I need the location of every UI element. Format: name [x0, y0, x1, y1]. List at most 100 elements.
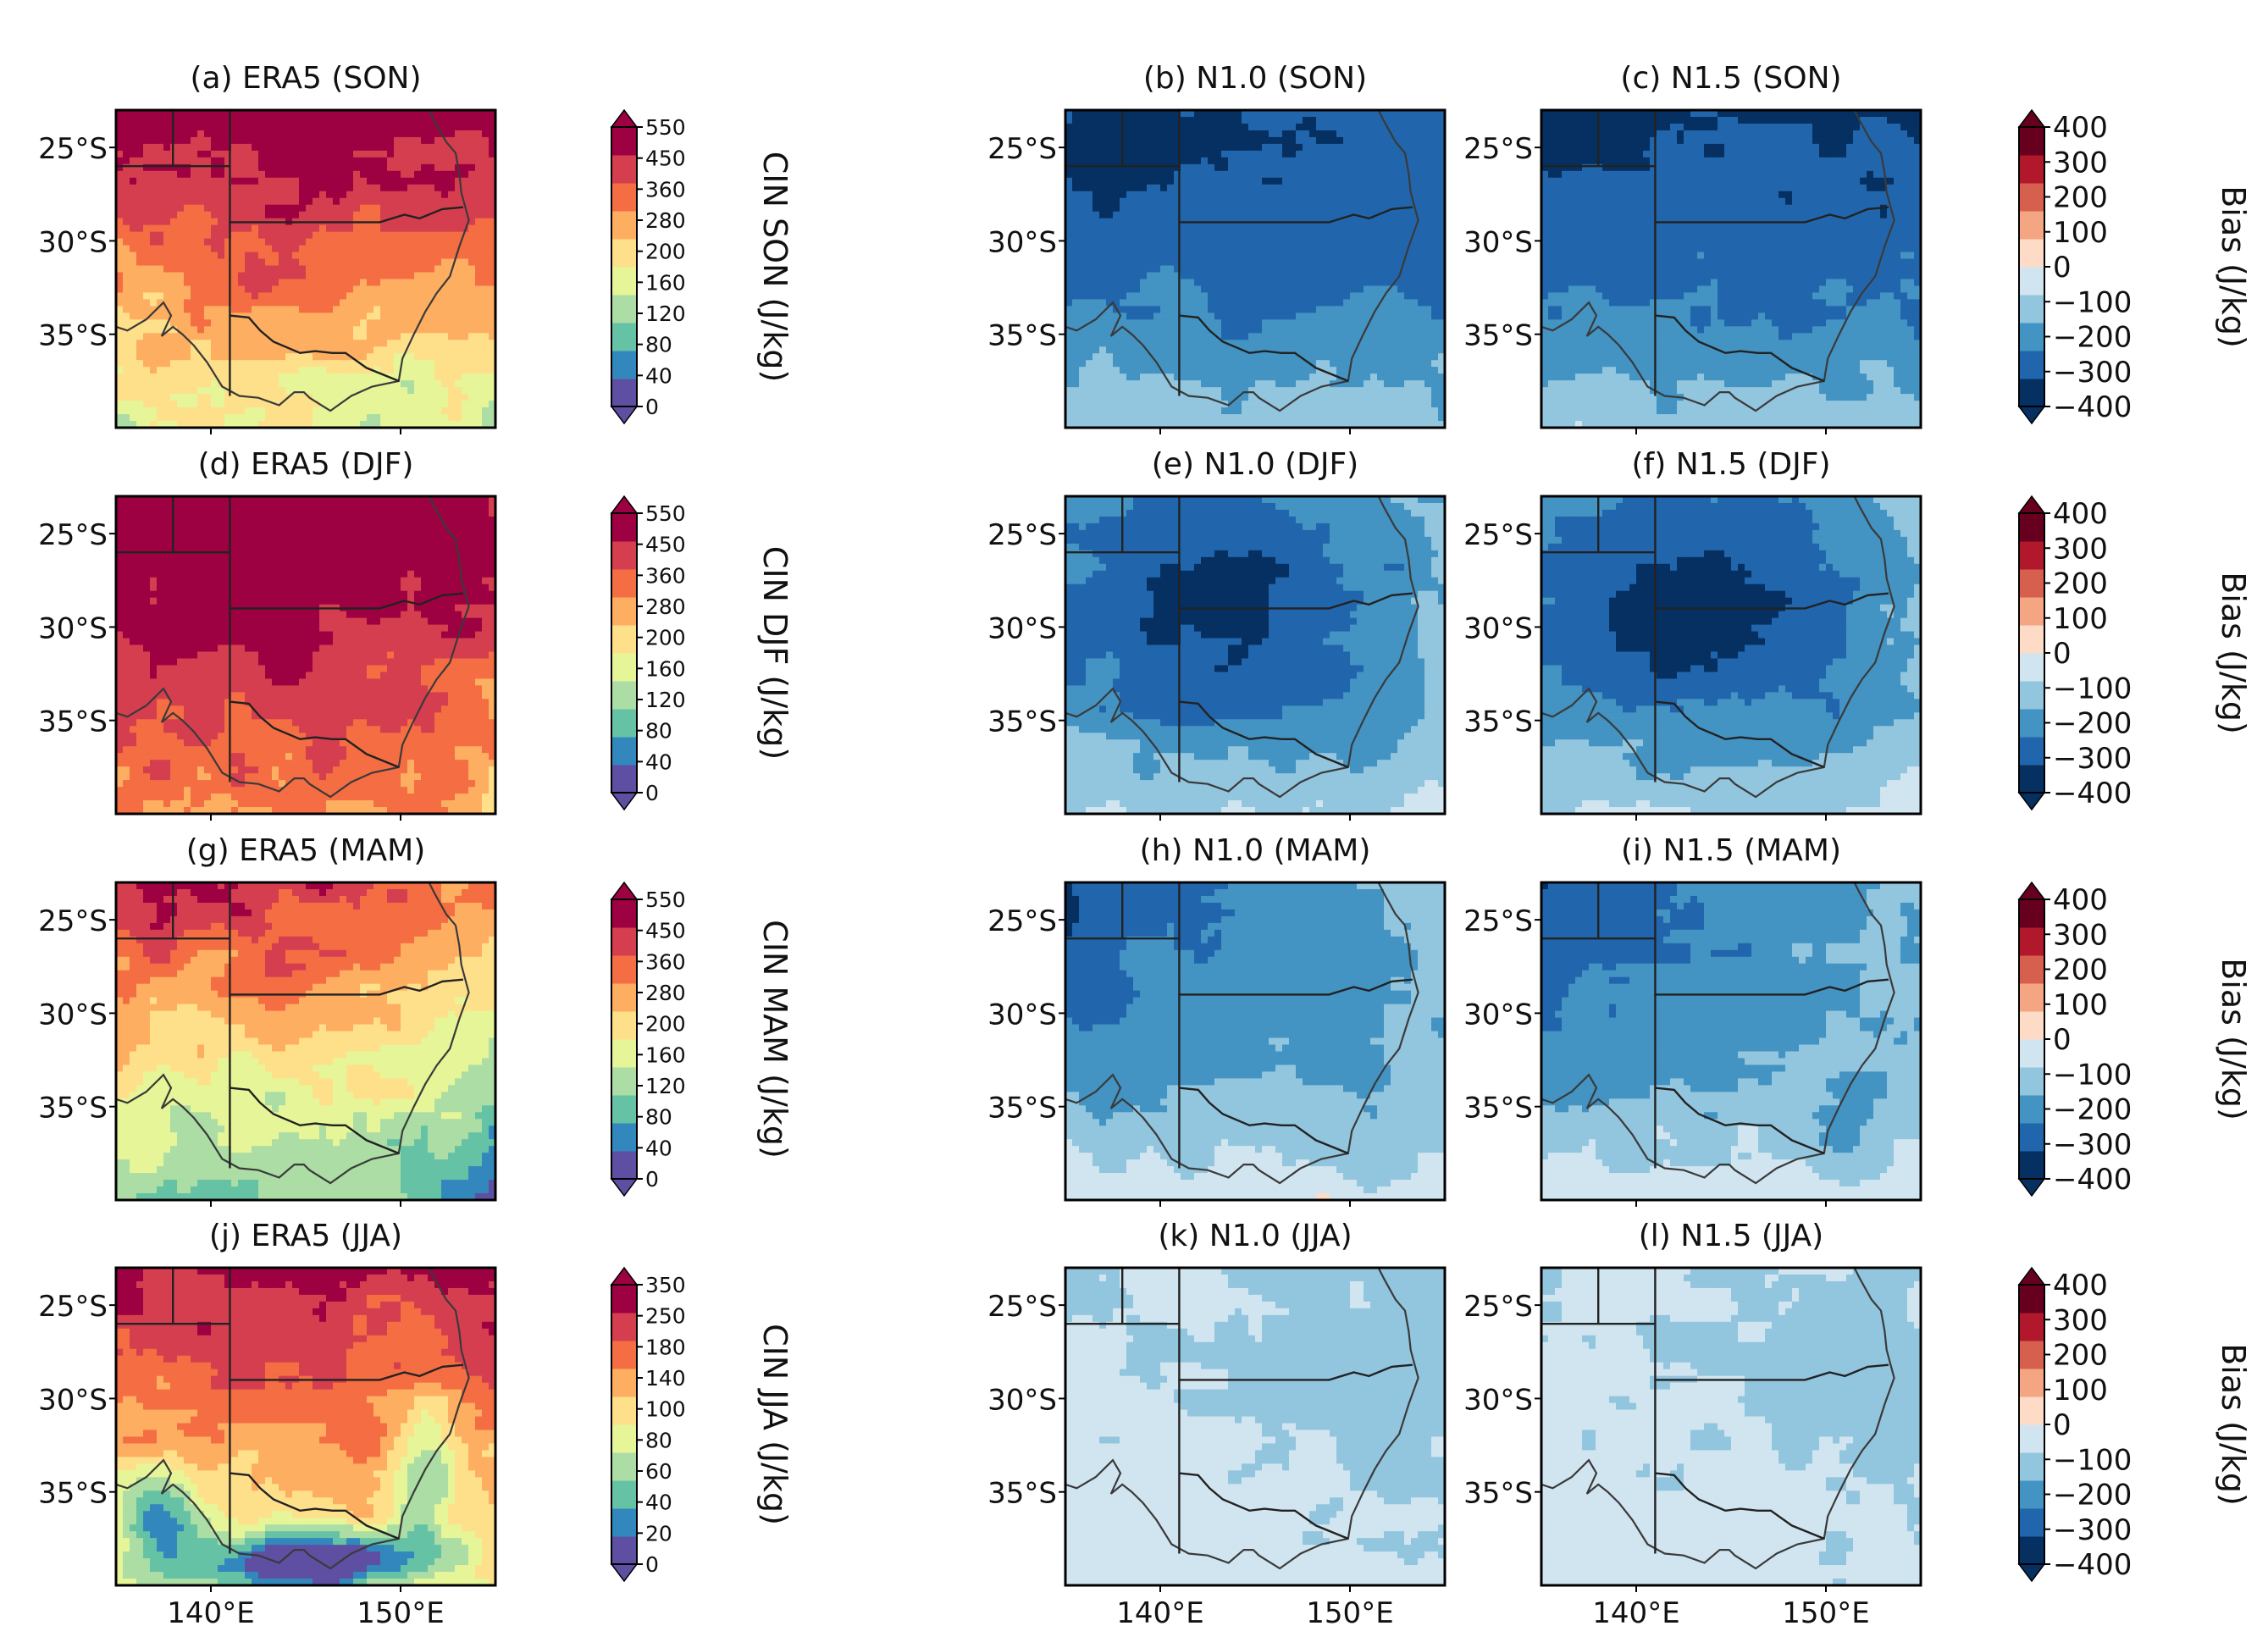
heat-cell: [1316, 346, 1324, 354]
heat-cell: [272, 245, 279, 253]
heat-cell: [448, 258, 456, 267]
heat-cell: [1262, 387, 1270, 395]
heat-cell: [1099, 136, 1107, 145]
heat-cell: [380, 401, 388, 408]
heat-cell: [1120, 340, 1127, 347]
heat-cell: [1424, 116, 1432, 124]
heat-cell: [1330, 360, 1337, 368]
heat-cell: [1201, 110, 1209, 118]
heat-cell: [1309, 340, 1317, 347]
heat-cell: [116, 319, 124, 327]
heat-cell: [1364, 197, 1371, 206]
heat-cell: [313, 279, 320, 287]
heat-cell: [258, 245, 266, 253]
heat-cell: [1181, 360, 1188, 368]
heat-cell: [353, 394, 361, 401]
heat-cell: [245, 306, 252, 313]
heat-cell: [299, 353, 307, 361]
heat-cell: [462, 306, 469, 313]
heat-cell: [292, 231, 300, 240]
heat-cell: [387, 177, 395, 185]
heat-cell: [1323, 279, 1330, 287]
heat-cell: [1391, 326, 1398, 334]
heat-cell: [1248, 387, 1256, 395]
heat-cell: [1431, 238, 1439, 246]
heat-cell: [1099, 163, 1107, 172]
heat-cell: [1072, 150, 1080, 158]
heat-cell: [1160, 177, 1168, 185]
heat-cell: [1228, 258, 1236, 267]
heat-cell: [434, 367, 442, 374]
heat-cell: [197, 258, 205, 267]
heat-cell: [1377, 360, 1385, 368]
heat-cell: [1404, 231, 1412, 240]
heat-cell: [1289, 258, 1297, 267]
heat-cell: [1153, 279, 1161, 287]
heat-cell: [346, 157, 354, 165]
heat-cell: [1336, 130, 1344, 138]
heat-cell: [1153, 340, 1161, 347]
heat-cell: [1336, 177, 1344, 185]
heat-cell: [136, 380, 144, 388]
heat-cell: [204, 306, 212, 313]
heat-cell: [143, 285, 151, 294]
heat-cell: [1364, 157, 1371, 165]
heat-cell: [455, 123, 462, 131]
heat-cell: [1079, 170, 1087, 179]
heat-cell: [333, 421, 340, 428]
heat-cell: [1377, 340, 1385, 347]
heat-cell: [340, 238, 347, 246]
heat-cell: [1242, 292, 1249, 301]
heat-cell: [1201, 387, 1209, 395]
heat-cell: [1370, 340, 1378, 347]
heat-cell: [292, 367, 300, 374]
heat-cell: [299, 279, 307, 287]
heat-cell: [468, 123, 476, 131]
heat-cell: [1153, 367, 1161, 374]
heat-cell: [421, 333, 429, 340]
heat-cell: [1384, 238, 1391, 246]
heat-cell: [279, 394, 286, 401]
heat-cell: [191, 279, 198, 287]
heat-cell: [1099, 218, 1107, 226]
heat-cell: [1431, 319, 1439, 327]
heat-cell: [1296, 197, 1303, 206]
heat-cell: [1201, 285, 1209, 294]
heat-cell: [1228, 285, 1236, 294]
heat-cell: [1357, 292, 1364, 301]
heat-cell: [1099, 367, 1107, 374]
heat-cell: [245, 110, 252, 118]
heat-cell: [468, 224, 476, 233]
heat-cell: [1133, 245, 1141, 253]
heat-cell: [346, 380, 354, 388]
heat-cell: [285, 211, 293, 219]
heat-cell: [333, 136, 340, 145]
heat-cell: [1214, 245, 1222, 253]
heat-cell: [1364, 136, 1371, 145]
heat-cell: [1147, 224, 1154, 233]
heat-cell: [407, 150, 415, 158]
heat-cell: [1072, 265, 1080, 274]
heat-cell: [319, 312, 327, 320]
heat-cell: [197, 407, 205, 415]
heat-cell: [1106, 238, 1114, 246]
heat-cell: [211, 130, 219, 138]
heat-cell: [1309, 110, 1317, 118]
heat-cell: [123, 245, 130, 253]
heat-cell: [1384, 299, 1391, 307]
heat-cell: [489, 401, 495, 408]
heat-cell: [1269, 373, 1276, 381]
heat-cell: [258, 123, 266, 131]
heat-cell: [1364, 143, 1371, 152]
heat-cell: [170, 272, 178, 280]
heat-cell: [1235, 353, 1242, 361]
heat-cell: [1404, 252, 1412, 260]
heat-cell: [211, 170, 219, 179]
heat-cell: [319, 157, 327, 165]
heat-cell: [265, 231, 273, 240]
heat-cell: [279, 136, 286, 145]
heat-cell: [272, 346, 279, 354]
heat-cell: [482, 360, 490, 368]
heat-cell: [360, 197, 368, 206]
heat-cell: [1391, 306, 1398, 313]
